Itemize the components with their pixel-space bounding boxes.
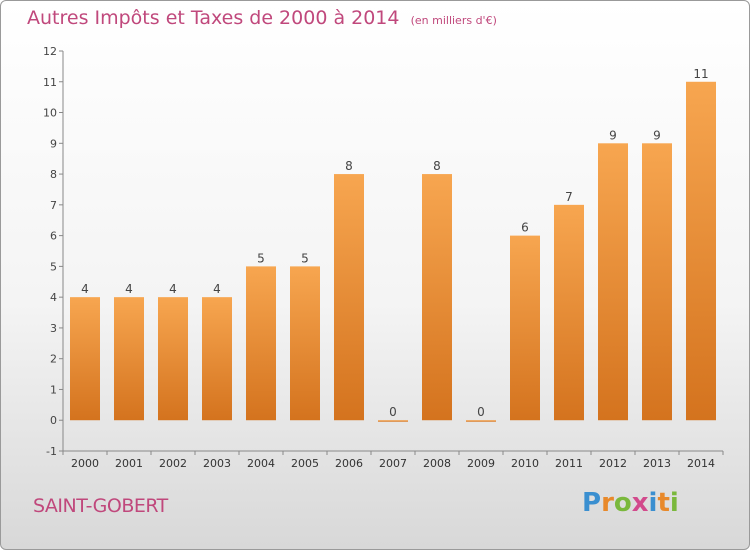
bar	[158, 297, 188, 421]
data-label: 9	[609, 128, 617, 142]
data-label: 11	[693, 67, 708, 81]
logo-letter: o	[613, 488, 632, 518]
bar	[466, 420, 496, 422]
bar	[290, 266, 320, 421]
data-label: 0	[477, 405, 485, 419]
data-label: 7	[565, 190, 573, 204]
y-tick-label: 3	[50, 322, 57, 335]
y-tick-label: 12	[43, 45, 57, 58]
data-label: 4	[213, 282, 221, 296]
commune-name: SAINT-GOBERT	[33, 495, 168, 517]
y-tick-label: 8	[50, 168, 57, 181]
bar	[202, 297, 232, 421]
logo-letter: P	[582, 488, 602, 518]
data-label: 5	[257, 251, 265, 265]
bar	[642, 143, 672, 421]
y-tick-label: 1	[50, 383, 57, 396]
y-tick-label: -1	[46, 445, 57, 458]
x-tick-label: 2004	[247, 457, 275, 470]
logo-letter: r	[601, 488, 614, 518]
data-label: 0	[389, 405, 397, 419]
data-label: 8	[345, 159, 353, 173]
data-label: 6	[521, 221, 529, 235]
data-label: 8	[433, 159, 441, 173]
x-tick-label: 2014	[687, 457, 715, 470]
bar	[378, 420, 408, 422]
chart-bars	[70, 81, 716, 422]
x-tick-label: 2009	[467, 457, 495, 470]
data-label: 9	[653, 128, 661, 142]
logo-letter: i	[648, 488, 658, 518]
y-tick-label: 9	[50, 137, 57, 150]
y-tick-label: 0	[50, 414, 57, 427]
x-tick-label: 2000	[71, 457, 99, 470]
x-tick-label: 2006	[335, 457, 363, 470]
data-label: 4	[169, 282, 177, 296]
bar	[422, 174, 452, 421]
x-tick-label: 2011	[555, 457, 583, 470]
x-tick-label: 2007	[379, 457, 407, 470]
bar	[510, 235, 540, 421]
bar	[598, 143, 628, 421]
y-tick-label: 11	[43, 76, 57, 89]
bar	[554, 204, 584, 421]
logo-letter: i	[669, 488, 679, 518]
y-tick-label: 4	[50, 291, 57, 304]
logo-letter: t	[657, 488, 670, 518]
x-tick-label: 2001	[115, 457, 143, 470]
chart-title: Autres Impôts et Taxes de 2000 à 2014 (e…	[27, 7, 497, 29]
data-label: 4	[125, 282, 133, 296]
x-tick-label: 2012	[599, 457, 627, 470]
x-tick-label: 2005	[291, 457, 319, 470]
y-tick-label: 2	[50, 353, 57, 366]
x-tick-label: 2008	[423, 457, 451, 470]
data-label: 4	[81, 282, 89, 296]
bar	[114, 297, 144, 421]
bar	[334, 174, 364, 421]
x-tick-label: 2003	[203, 457, 231, 470]
bar	[686, 81, 716, 421]
y-tick-label: 5	[50, 260, 57, 273]
x-tick-label: 2010	[511, 457, 539, 470]
x-tick-label: 2002	[159, 457, 187, 470]
data-label: 5	[301, 251, 309, 265]
logo-letter: x	[631, 488, 649, 518]
chart-title-unit: (en milliers d'€)	[410, 14, 497, 27]
chart-title-main: Autres Impôts et Taxes de 2000 à 2014	[27, 7, 400, 29]
y-tick-label: 7	[50, 199, 57, 212]
x-tick-label: 2013	[643, 457, 671, 470]
chart-labels: 4 4 4 4 5 5 8 0 8 0 6 7 9 9 11	[81, 67, 708, 419]
y-tick-label: 10	[43, 107, 57, 120]
bar	[70, 297, 100, 421]
y-tick-label: 6	[50, 230, 57, 243]
bar	[246, 266, 276, 421]
proxiti-logo: Proxiti	[582, 488, 679, 518]
